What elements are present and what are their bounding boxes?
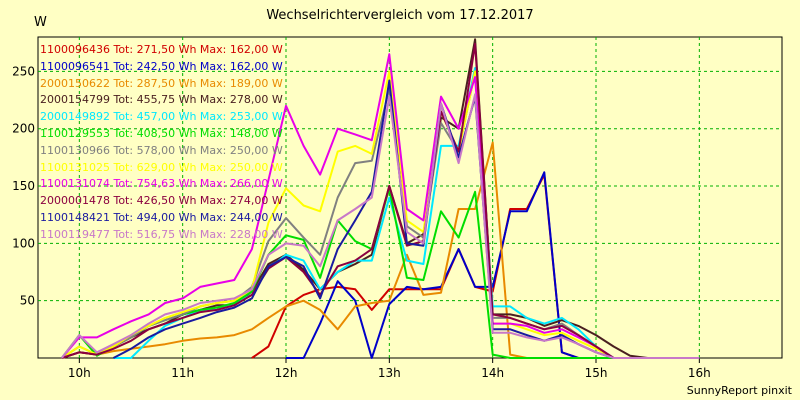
legend-entry-8: 1100131025 Tot: 629,00 Wh Max: 250,00 W [40, 160, 283, 174]
y-tick-label: 50 [20, 294, 35, 308]
series-line-10 [61, 42, 700, 359]
legend-entry-4: 2000154799 Tot: 455,75 Wh Max: 278,00 W [40, 93, 283, 107]
series-line-12 [61, 93, 700, 359]
y-tick-label: 150 [12, 179, 35, 193]
chart-title: Wechselrichtervergleich vom 17.12.2017 [266, 8, 534, 23]
x-tick-label: 16h [688, 366, 711, 380]
footer-credit: SunnyReport pinxit [686, 384, 792, 397]
legend-entry-3: 2000150622 Tot: 287,50 Wh Max: 189,00 W [40, 76, 283, 90]
plot-frame [37, 36, 783, 359]
y-tick-label: 200 [12, 122, 35, 136]
x-tick-label: 12h [275, 366, 298, 380]
legend-entry-9: 1100131074 Tot: 754,63 Wh Max: 266,00 W [40, 177, 283, 191]
legend-entry-1: 1100096436 Tot: 271,50 Wh Max: 162,00 W [40, 43, 283, 56]
x-tick-label: 13h [378, 366, 401, 380]
x-tick-label: 15h [585, 366, 608, 380]
series-line-8 [61, 70, 700, 359]
legend-entry-2: 1100096541 Tot: 242,50 Wh Max: 162,00 W [40, 59, 283, 73]
legend-entry-12: 1100119477 Tot: 516,75 Wh Max: 228,00 W [40, 227, 283, 241]
legend-entry-10: 2000001478 Tot: 426,50 Wh Max: 274,00 W [40, 194, 283, 208]
legend-entry-11: 1100148421 Tot: 494,00 Wh Max: 244,00 W [40, 210, 283, 224]
y-tick-label: 100 [12, 236, 35, 250]
legend-entry-5: 2000149892 Tot: 457,00 Wh Max: 253,00 W [40, 110, 283, 124]
y-axis-unit: W [34, 15, 47, 30]
x-tick-label: 11h [171, 366, 194, 380]
legend: 1100096436 Tot: 271,50 Wh Max: 162,00 W 1… [40, 42, 283, 244]
legend-entry-7: 1100130966 Tot: 578,00 Wh Max: 250,00 W [40, 143, 283, 157]
legend-entry-6: 1100129553 Tot: 408,50 Wh Max: 148,00 W [40, 126, 283, 140]
x-tick-label: 10h [68, 366, 91, 380]
y-tick-label: 250 [12, 64, 35, 78]
x-tick-label: 14h [481, 366, 504, 380]
